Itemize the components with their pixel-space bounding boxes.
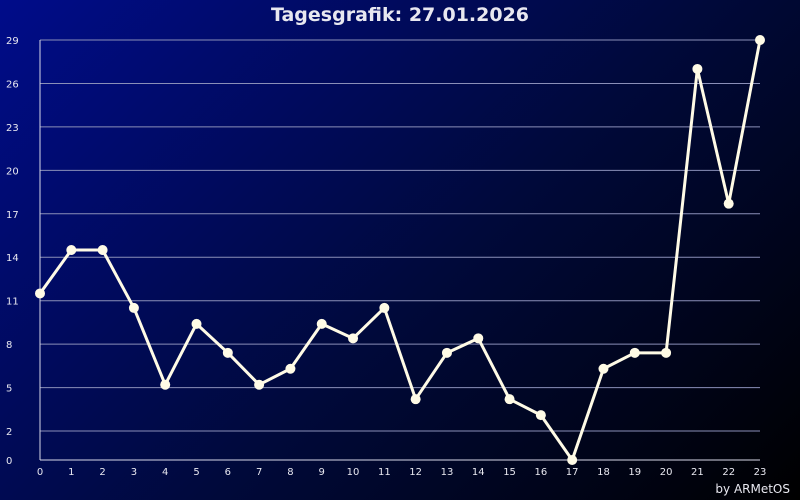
data-point — [504, 394, 515, 405]
credit-label: by ARMetOS — [715, 482, 790, 496]
x-tick-label: 18 — [597, 467, 610, 478]
data-point — [410, 394, 421, 405]
data-point — [567, 455, 578, 465]
y-tick-label: 11 — [6, 297, 19, 308]
x-tick-label: 14 — [472, 467, 485, 478]
data-point — [348, 333, 359, 344]
data-point — [128, 302, 139, 313]
x-tick-label: 21 — [691, 467, 704, 478]
chart-title: Tagesgrafik: 27.01.2026 — [270, 4, 530, 26]
y-tick-label: 17 — [6, 210, 19, 221]
x-tick-label: 0 — [37, 467, 43, 478]
x-tick-label: 9 — [319, 467, 325, 478]
x-tick-label: 4 — [162, 467, 168, 478]
x-tick-label: 22 — [722, 467, 735, 478]
data-point — [191, 318, 202, 329]
data-point — [661, 347, 672, 358]
grid-layer — [40, 39, 760, 461]
x-tick-label: 11 — [378, 467, 391, 478]
y-tick-label: 8 — [6, 340, 12, 351]
x-tick-label: 6 — [225, 467, 231, 478]
data-point — [222, 347, 233, 358]
data-point — [254, 379, 265, 390]
data-point — [285, 363, 296, 374]
data-point — [35, 288, 45, 299]
y-tick-label: 20 — [6, 166, 19, 177]
x-tick-label: 5 — [193, 467, 199, 478]
data-point — [379, 302, 390, 313]
series-layer — [35, 35, 765, 465]
data-point — [535, 410, 546, 421]
data-point — [316, 318, 327, 329]
x-tick-label: 13 — [441, 467, 454, 478]
x-tick-label: 2 — [99, 467, 105, 478]
y-tick-label: 23 — [6, 123, 19, 134]
y-tick-label: 29 — [6, 36, 19, 47]
y-tick-label: 0 — [6, 456, 12, 467]
x-tick-label: 8 — [287, 467, 293, 478]
data-point — [97, 245, 108, 255]
x-tick-label: 15 — [503, 467, 516, 478]
y-tick-label: 26 — [6, 79, 19, 90]
y-tick-label: 5 — [6, 384, 12, 395]
data-point — [473, 333, 484, 344]
y-tick-label: 14 — [6, 253, 19, 264]
x-tick-label: 19 — [628, 467, 641, 478]
data-point — [441, 347, 452, 358]
x-tick-label: 16 — [535, 467, 548, 478]
series-line — [38, 39, 762, 462]
y-tick-label: 2 — [6, 427, 12, 438]
data-point — [692, 63, 703, 74]
x-tick-label: 17 — [566, 467, 579, 478]
data-point — [160, 379, 171, 390]
x-tick-label: 12 — [409, 467, 422, 478]
x-tick-label: 7 — [256, 467, 262, 478]
data-point — [629, 347, 640, 358]
x-tick-label: 3 — [131, 467, 137, 478]
data-point — [66, 245, 77, 255]
data-point — [755, 35, 765, 45]
data-point — [723, 198, 734, 209]
x-tick-label: 1 — [68, 467, 74, 478]
x-tick-label: 10 — [347, 467, 360, 478]
data-point — [598, 363, 609, 374]
x-tick-label: 23 — [754, 467, 767, 478]
x-tick-label: 20 — [660, 467, 673, 478]
